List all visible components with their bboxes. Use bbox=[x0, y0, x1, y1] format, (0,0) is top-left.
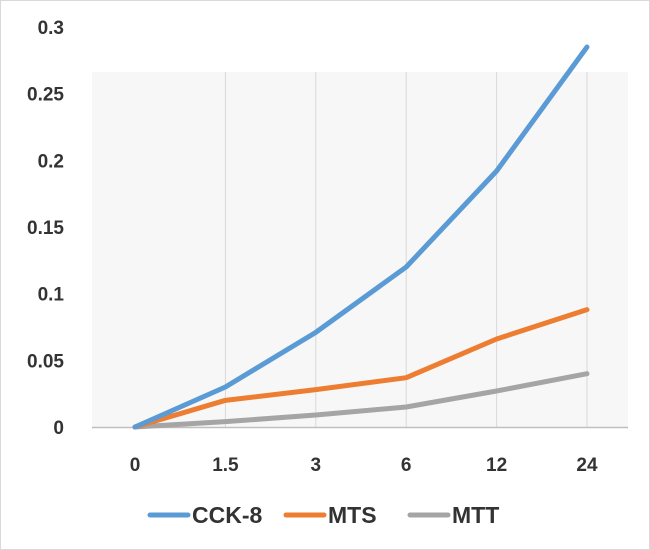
series-line-mts bbox=[132, 307, 590, 430]
y-tick-label: 0 bbox=[53, 418, 64, 439]
x-tick-label: 24 bbox=[576, 455, 598, 476]
x-tick-label: 0 bbox=[130, 455, 141, 476]
plot-area-shade bbox=[92, 72, 628, 427]
legend-label-mts: MTS bbox=[328, 502, 377, 528]
x-tick-label: 3 bbox=[311, 455, 322, 476]
legend-label-mtt: MTT bbox=[452, 502, 499, 528]
x-tick-label: 12 bbox=[486, 455, 507, 476]
x-axis-tick-labels: 0 1.5 3 6 12 24 bbox=[130, 455, 598, 476]
series-line-cck-8 bbox=[132, 44, 590, 430]
legend: CCK-8 MTS MTT bbox=[147, 502, 499, 528]
y-tick-label: 0.3 bbox=[38, 18, 64, 39]
gridlines bbox=[224, 72, 588, 427]
series-lines bbox=[132, 44, 590, 430]
y-tick-label: 0.1 bbox=[38, 285, 65, 306]
legend-label-cck-8: CCK-8 bbox=[192, 502, 262, 528]
x-tick-label: 6 bbox=[401, 455, 412, 476]
y-axis-tick-labels: 0 0.05 0.1 0.15 0.2 0.25 0.3 bbox=[27, 18, 64, 439]
y-tick-label: 0.05 bbox=[27, 351, 64, 372]
series-line-mtt bbox=[132, 371, 590, 430]
y-tick-label: 0.2 bbox=[38, 151, 64, 172]
y-tick-label: 0.15 bbox=[27, 218, 64, 239]
y-tick-label: 0.25 bbox=[27, 85, 64, 106]
x-tick-label: 1.5 bbox=[212, 455, 239, 476]
